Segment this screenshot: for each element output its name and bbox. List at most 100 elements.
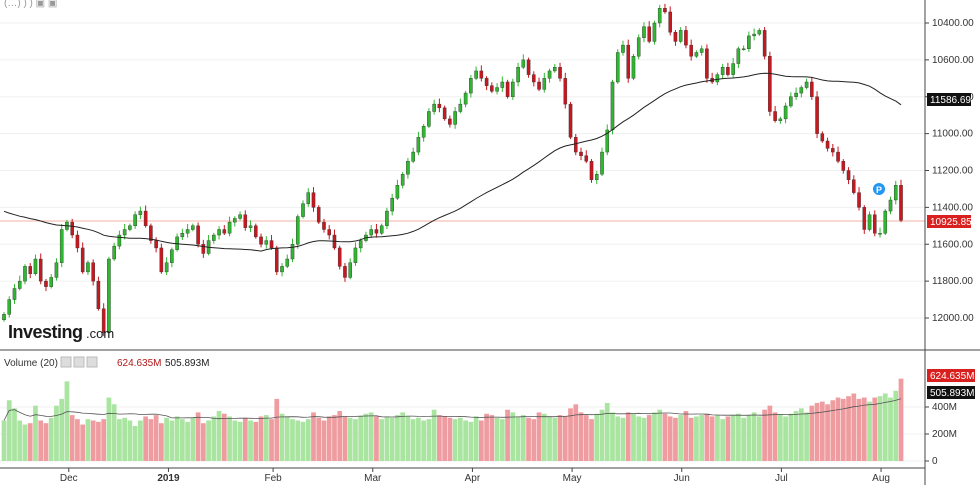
candle-body[interactable] (799, 87, 804, 94)
candle-body[interactable] (390, 197, 394, 212)
volume-bar[interactable] (825, 404, 830, 461)
volume-bar[interactable] (75, 419, 80, 461)
candle-body[interactable] (888, 199, 893, 212)
candle-body[interactable] (149, 225, 153, 241)
volume-bar[interactable] (851, 393, 857, 462)
volume-bar[interactable] (520, 415, 526, 461)
candle-body[interactable] (647, 26, 651, 42)
volume-bar[interactable] (861, 397, 867, 461)
candle-body[interactable] (28, 266, 33, 274)
candle-body[interactable] (107, 258, 111, 333)
candle-body[interactable] (553, 67, 557, 72)
volume-bar[interactable] (772, 412, 778, 461)
candle-body[interactable] (353, 247, 358, 263)
candle-body[interactable] (846, 170, 851, 180)
volume-bar[interactable] (237, 421, 243, 461)
volume-bar[interactable] (195, 412, 201, 461)
volume-bar[interactable] (631, 413, 636, 461)
candle-body[interactable] (285, 258, 290, 267)
candle-body[interactable] (752, 33, 756, 37)
volume-bar[interactable] (557, 415, 563, 461)
candle-body[interactable] (143, 210, 148, 227)
volume-bar[interactable] (169, 420, 175, 462)
candle-body[interactable] (699, 48, 704, 53)
candle-body[interactable] (547, 70, 552, 79)
candle-body[interactable] (836, 151, 840, 162)
volume-bar[interactable] (305, 419, 311, 461)
volume-bar[interactable] (715, 415, 720, 461)
candle-body[interactable] (191, 225, 195, 230)
volume-bar[interactable] (877, 396, 883, 461)
volume-bar[interactable] (290, 419, 295, 461)
volume-bar[interactable] (683, 411, 689, 461)
volume-bar[interactable] (426, 419, 432, 461)
volume-bar[interactable] (552, 417, 558, 461)
volume-bar[interactable] (452, 419, 458, 461)
volume-bar[interactable] (90, 420, 96, 462)
volume-bar[interactable] (699, 415, 705, 461)
volume-bar[interactable] (437, 415, 442, 461)
candle-body[interactable] (185, 229, 190, 234)
candle-body[interactable] (825, 140, 830, 149)
candle-body[interactable] (395, 185, 400, 199)
volume-bar[interactable] (242, 417, 248, 461)
candle-body[interactable] (12, 288, 17, 300)
candle-body[interactable] (731, 63, 735, 75)
volume-bar[interactable] (751, 412, 757, 461)
volume-bar[interactable] (667, 416, 673, 461)
candle-body[interactable] (290, 244, 295, 260)
candle-body[interactable] (243, 214, 248, 228)
volume-bar[interactable] (888, 397, 893, 461)
candle-body[interactable] (804, 81, 809, 88)
volume-bar[interactable] (636, 416, 642, 461)
candle-body[interactable] (259, 236, 263, 245)
candle-body[interactable] (295, 216, 300, 245)
candle-body[interactable] (511, 81, 515, 97)
candle-body[interactable] (227, 221, 232, 234)
candle-body[interactable] (610, 81, 615, 131)
volume-bar[interactable] (531, 419, 537, 461)
volume-bar[interactable] (589, 419, 594, 461)
candle-body[interactable] (594, 173, 599, 180)
volume-bar[interactable] (767, 405, 773, 461)
volume-bar[interactable] (284, 416, 290, 461)
volume-bar[interactable] (541, 413, 547, 461)
candle-body[interactable] (311, 192, 316, 208)
volume-bar[interactable] (741, 417, 746, 461)
volume-bar[interactable] (809, 405, 815, 461)
volume-bar[interactable] (562, 416, 568, 461)
candle-body[interactable] (857, 192, 861, 208)
candle-body[interactable] (757, 30, 762, 35)
candle-body[interactable] (568, 103, 573, 138)
volume-bar[interactable] (709, 416, 715, 461)
candle-body[interactable] (128, 225, 132, 230)
volume-bar[interactable] (389, 417, 395, 461)
volume-bar[interactable] (80, 424, 86, 461)
volume-bar[interactable] (400, 412, 406, 461)
candle-body[interactable] (621, 44, 625, 53)
volume-bar[interactable] (510, 412, 516, 461)
volume-bar[interactable] (274, 398, 280, 461)
volume-bar[interactable] (395, 415, 400, 461)
volume-bar[interactable] (662, 413, 668, 461)
volume-bar[interactable] (316, 417, 322, 461)
candle-body[interactable] (33, 258, 38, 274)
volume-bar[interactable] (641, 417, 647, 461)
volume-bar[interactable] (96, 421, 101, 461)
volume-bar[interactable] (578, 412, 584, 461)
candle-body[interactable] (741, 48, 746, 51)
volume-bar[interactable] (536, 412, 542, 461)
candle-body[interactable] (154, 240, 158, 249)
candle-body[interactable] (883, 210, 888, 234)
candle-body[interactable] (642, 26, 646, 38)
candle-body[interactable] (736, 48, 741, 64)
candle-body[interactable] (264, 240, 269, 245)
candle-body[interactable] (196, 225, 200, 245)
candle-body[interactable] (678, 30, 683, 42)
volume-bar[interactable] (468, 421, 474, 461)
volume-bar[interactable] (830, 400, 836, 461)
candle-body[interactable] (652, 22, 657, 42)
candle-body[interactable] (86, 262, 90, 273)
candle-body[interactable] (831, 148, 835, 153)
volume-bar[interactable] (840, 398, 846, 461)
